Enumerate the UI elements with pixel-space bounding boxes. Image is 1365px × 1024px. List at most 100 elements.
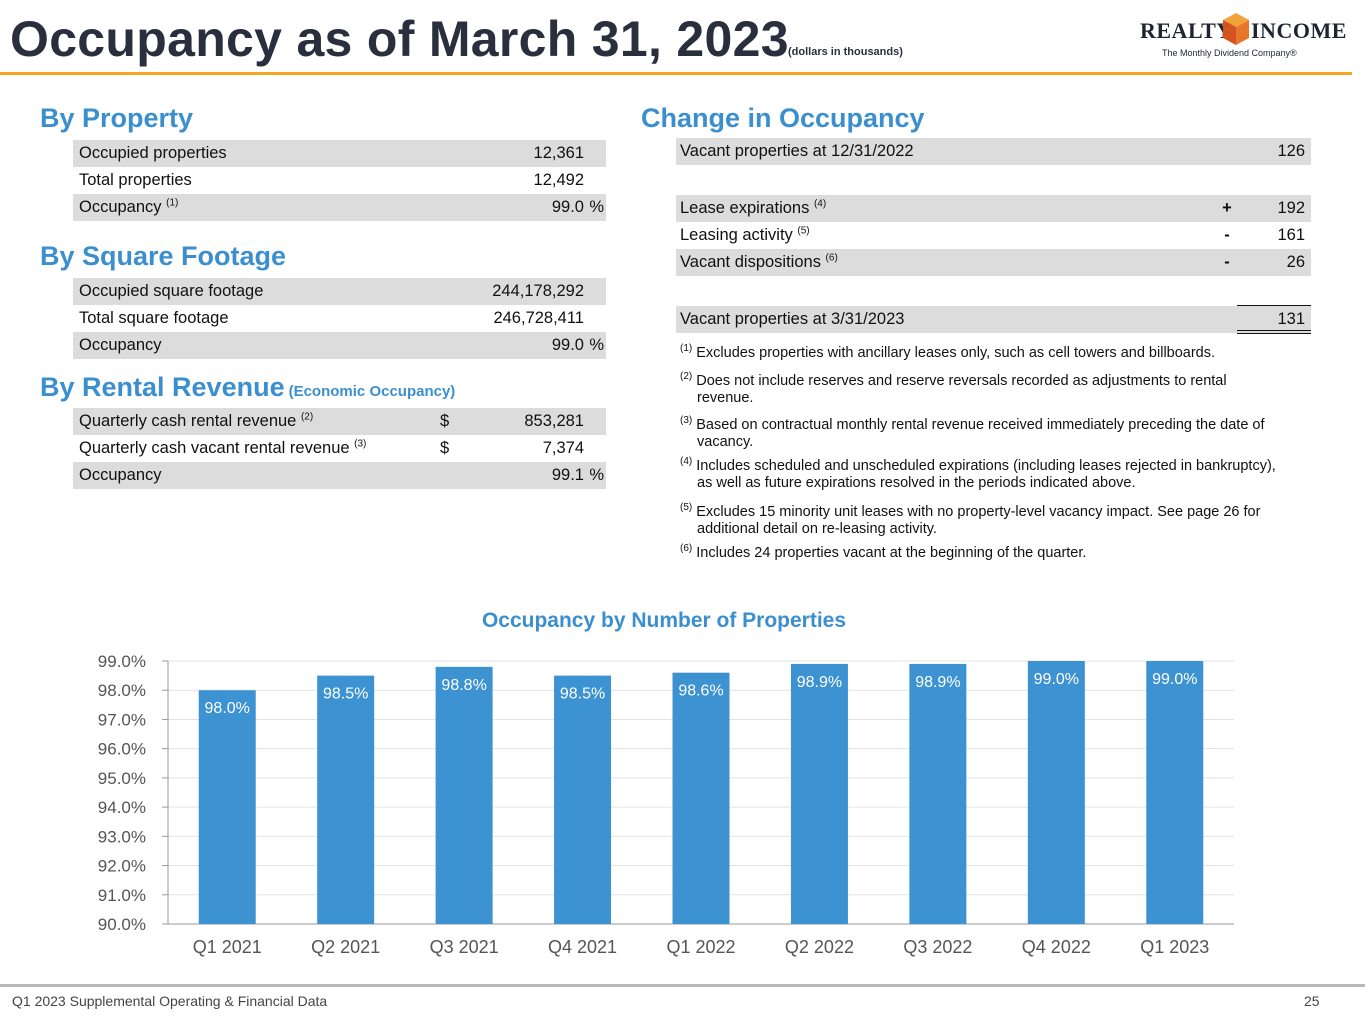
bar	[1027, 661, 1085, 924]
table-row: Vacant dispositions (6) - 26	[676, 249, 1311, 276]
bar	[317, 675, 375, 924]
currency-symbol: $	[440, 439, 450, 457]
table-row: Occupancy 99.1 %	[73, 462, 606, 489]
by-square-footage-title: By Square Footage	[40, 241, 287, 271]
row-label: Vacant dispositions (6)	[680, 252, 838, 271]
logo-tagline: The Monthly Dividend Company®	[1162, 48, 1297, 58]
table-row: Vacant properties at 12/31/2022 126	[676, 138, 1311, 165]
occupancy-bar-chart: 90.0% 91.0% 92.0% 93.0% 94.0% 95.0% 96.0% 97.0%…	[98, 652, 1234, 957]
table-row: Occupancy (1) 99.0 %	[73, 194, 606, 221]
table-row: Occupied square footage 244,178,292	[73, 278, 606, 305]
footer-rule	[0, 984, 1365, 987]
row-label: Occupied square footage	[79, 282, 264, 300]
data-label: 98.6%	[678, 683, 723, 700]
minus-sign: -	[1224, 226, 1230, 244]
row-label: Lease expirations (4)	[680, 198, 827, 217]
bar	[435, 666, 493, 924]
y-tick-label: 90.0%	[98, 915, 146, 934]
row-label: Occupancy	[79, 466, 162, 484]
row-value: 26	[1286, 253, 1305, 271]
data-label: 98.5%	[323, 686, 368, 703]
y-tick-label: 98.0%	[98, 681, 146, 700]
bar	[672, 672, 730, 924]
footnote-ref: (5)	[797, 225, 810, 237]
bar	[1146, 661, 1204, 924]
row-value: 12,361	[533, 144, 584, 162]
row-value: 99.1	[551, 466, 584, 484]
footnote: (2) Does not include reserves and reserv…	[680, 371, 1227, 406]
row-value: 131	[1277, 310, 1305, 328]
data-label: 98.8%	[441, 677, 486, 694]
footnote: (6) Includes 24 properties vacant at the…	[680, 543, 1087, 561]
table-row: Occupied properties 12,361	[73, 140, 606, 167]
by-rental-revenue-title: By Rental Revenue (Economic Occupancy)	[40, 372, 456, 402]
footnote-ref: (6)	[825, 252, 838, 264]
y-tick-label: 99.0%	[98, 652, 146, 671]
data-label: 99.0%	[1034, 671, 1079, 688]
row-value: 244,178,292	[492, 282, 584, 300]
table-row: Total properties 12,492	[73, 167, 606, 194]
data-label: 98.0%	[205, 700, 250, 717]
table-row: Leasing activity (5) - 161	[676, 222, 1311, 249]
row-label: Quarterly cash rental revenue (2)	[79, 411, 314, 430]
y-tick-label: 95.0%	[98, 769, 146, 788]
footnote-ref: (4)	[813, 198, 827, 210]
row-label: Occupancy	[79, 336, 162, 354]
minus-sign: -	[1224, 253, 1230, 271]
data-label: 98.9%	[797, 674, 842, 691]
y-tick-label: 96.0%	[98, 740, 146, 759]
y-tick-label: 94.0%	[98, 798, 146, 817]
row-value: 246,728,411	[493, 309, 584, 327]
x-tick-label: Q2 2021	[311, 937, 380, 957]
total-top-rule	[1237, 305, 1311, 306]
x-tick-label: Q4 2021	[548, 937, 617, 957]
page-header: Occupancy as of March 31, 2023 (dollars …	[0, 0, 1365, 75]
row-value: 192	[1277, 199, 1305, 217]
footnote-ref: (1)	[166, 197, 179, 209]
row-value: 7,374	[542, 439, 584, 457]
footnote: (1) Excludes properties with ancillary l…	[680, 343, 1216, 361]
data-label: 99.0%	[1152, 671, 1197, 688]
page-number: 25	[1304, 993, 1320, 1009]
y-tick-label: 92.0%	[98, 857, 146, 876]
by-property-title: By Property	[40, 103, 194, 133]
y-tick-label: 97.0%	[98, 710, 146, 729]
x-tick-label: Q3 2022	[903, 937, 972, 957]
bar	[909, 663, 967, 924]
total-double-rule	[1237, 333, 1311, 334]
footnote-ref: (3)	[354, 438, 367, 450]
row-label: Occupancy (1)	[79, 197, 179, 216]
table-row: Occupancy 99.0 %	[73, 332, 606, 359]
total-double-rule	[1237, 330, 1311, 331]
header-rule	[0, 72, 1352, 75]
row-value: 99.0	[551, 336, 584, 354]
row-label: Vacant properties at 12/31/2022	[680, 142, 914, 160]
x-tick-label: Q1 2021	[193, 937, 262, 957]
row-value: 126	[1277, 142, 1305, 160]
plus-sign: +	[1222, 199, 1232, 217]
table-row: Quarterly cash vacant rental revenue (3)…	[73, 435, 606, 462]
row-label: Vacant properties at 3/31/2023	[680, 310, 905, 328]
x-tick-label: Q3 2021	[430, 937, 499, 957]
change-in-occupancy-title: Change in Occupancy	[641, 103, 925, 133]
units-note: (dollars in thousands)	[788, 46, 903, 58]
table-row: Quarterly cash rental revenue (2) $ 853,…	[73, 408, 606, 435]
footnote: (4) Includes scheduled and unscheduled e…	[680, 456, 1276, 491]
footnote: (5) Excludes 15 minority unit leases wit…	[680, 502, 1261, 537]
footer-document-title: Q1 2023 Supplemental Operating & Financi…	[12, 993, 328, 1009]
bar	[198, 690, 256, 924]
currency-symbol: $	[440, 412, 450, 430]
economic-occupancy-subtitle: (Economic Occupancy)	[288, 383, 456, 400]
row-value: 99.0	[551, 198, 584, 216]
footnote: (3) Based on contractual monthly rental …	[680, 415, 1265, 450]
footnote-ref: (2)	[300, 411, 314, 423]
table-row: Total square footage 246,728,411	[73, 305, 606, 332]
percent-sign: %	[589, 466, 604, 484]
row-value: 161	[1277, 226, 1305, 244]
x-tick-label: Q2 2022	[785, 937, 854, 957]
bar	[554, 675, 612, 924]
table-row: Vacant properties at 3/31/2023 131	[676, 306, 1311, 333]
y-tick-label: 91.0%	[98, 886, 146, 905]
row-label: Total square footage	[79, 309, 229, 327]
logo-text-right: INCOME	[1251, 18, 1347, 43]
